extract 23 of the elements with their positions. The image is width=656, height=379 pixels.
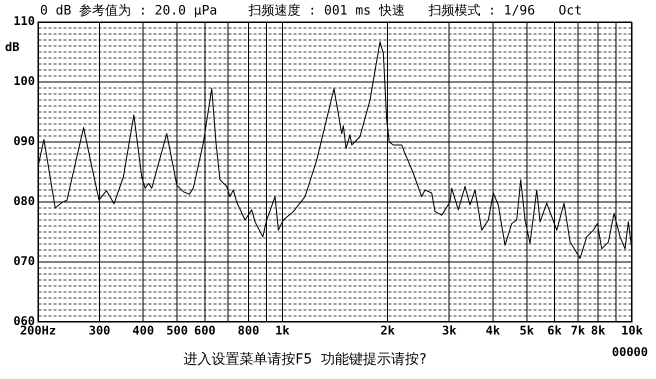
- y-tick-label: 080: [13, 194, 35, 208]
- x-tick-label: 6k: [547, 323, 562, 338]
- x-tick-label: 8k: [590, 323, 606, 338]
- text: 00000: [612, 345, 648, 360]
- text: 进入设置菜单请按F5 功能键提示请按?: [183, 352, 427, 368]
- x-tick-label: 300: [88, 323, 110, 338]
- y-tick-label: 070: [13, 254, 35, 268]
- x-tick-label: 5k: [520, 323, 535, 338]
- y-tick-label: 090: [13, 134, 35, 148]
- x-tick-label: 600: [194, 323, 216, 338]
- y-tick-label: 110: [13, 14, 35, 28]
- chart-title: 0 dB 参考值为 : 20.0 μPa 扫频速度 : 001 ms 快速 扫频模式 : 1/96 Oct: [40, 2, 582, 18]
- x-tick-label: 500: [166, 323, 188, 338]
- x-tick-label: 3k: [442, 323, 458, 338]
- x-tick-label: 10k: [621, 323, 644, 338]
- y-axis-title: dB: [5, 40, 20, 54]
- x-tick-label: 7k: [570, 323, 586, 338]
- x-tick-label: 2k: [380, 323, 396, 338]
- y-tick-label: 100: [13, 74, 35, 88]
- x-tick-label: 800: [238, 323, 260, 338]
- x-tick-label: 1k: [275, 323, 290, 338]
- x-tick-label: 4k: [486, 323, 501, 338]
- x-tick-label: 400: [132, 323, 154, 338]
